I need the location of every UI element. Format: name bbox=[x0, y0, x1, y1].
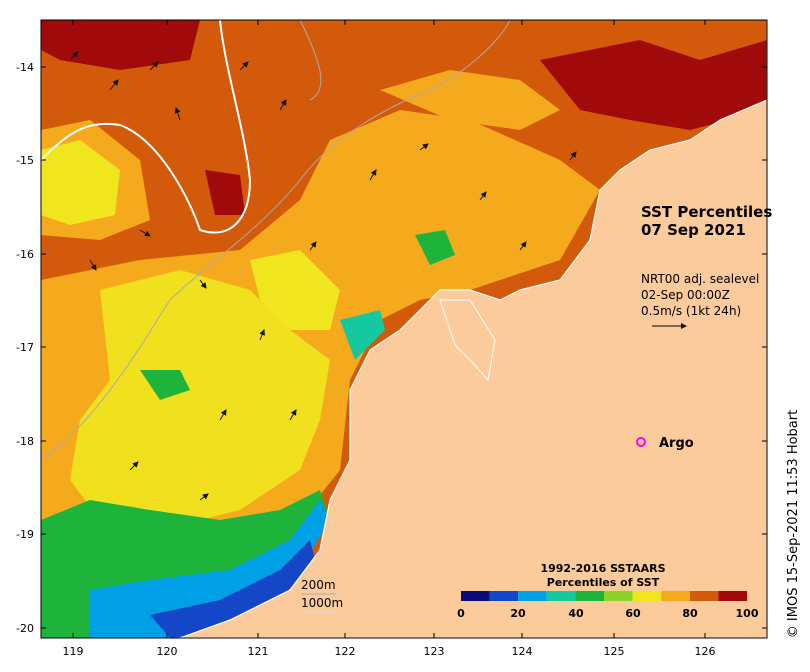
map-plot-area bbox=[41, 20, 767, 638]
hot-patch-nw bbox=[41, 20, 200, 70]
current-vectors bbox=[69, 51, 577, 501]
colorbar-tick-label: 20 bbox=[510, 607, 526, 620]
depth-contour-islands bbox=[299, 20, 322, 101]
current-arrow bbox=[239, 61, 249, 71]
current-arrow bbox=[369, 169, 377, 181]
coastal-blue-band bbox=[90, 500, 330, 638]
sealevel-time: 02-Sep 00:00Z bbox=[641, 288, 730, 302]
colorbar bbox=[461, 591, 747, 601]
argo-float-marker bbox=[636, 437, 646, 447]
lat-tick-label: -15 bbox=[16, 154, 34, 167]
lat-tick-label: -17 bbox=[16, 341, 34, 354]
current-arrow bbox=[419, 143, 429, 151]
colorbar-swatch bbox=[718, 591, 747, 601]
colorbar-title: 1992-2016 SSTAARS bbox=[540, 562, 665, 575]
current-arrow bbox=[259, 329, 265, 341]
lon-tick-label: 122 bbox=[335, 645, 356, 658]
map-date: 07 Sep 2021 bbox=[641, 221, 746, 239]
green-patch-north bbox=[415, 230, 455, 265]
colorbar-tick-label: 0 bbox=[457, 607, 465, 620]
colorbar-tick-label: 100 bbox=[736, 607, 759, 620]
lon-tick-label: 124 bbox=[512, 645, 533, 658]
colorbar-tick-label: 60 bbox=[625, 607, 641, 620]
colorbar-swatch bbox=[689, 591, 719, 601]
mid-band-north bbox=[380, 70, 560, 130]
green-eddy bbox=[140, 370, 190, 400]
current-arrow bbox=[519, 241, 527, 251]
current-arrow bbox=[479, 191, 487, 201]
lat-tick-label: -14 bbox=[16, 61, 34, 74]
lon-tick-label: 126 bbox=[695, 645, 716, 658]
teal-patch bbox=[340, 310, 385, 360]
lon-tick-label: 123 bbox=[424, 645, 445, 658]
colorbar-swatch bbox=[575, 591, 604, 601]
colorbar-swatch bbox=[461, 591, 490, 601]
colorbar-swatch bbox=[632, 591, 662, 601]
current-arrow bbox=[199, 493, 209, 501]
lon-tick-label: 125 bbox=[604, 645, 625, 658]
lat-tick-label: -16 bbox=[16, 248, 34, 261]
sealevel-contour bbox=[41, 20, 252, 234]
colorbar-subtitle: Percentiles of SST bbox=[547, 576, 660, 589]
lon-tick-label: 120 bbox=[157, 645, 178, 658]
lat-tick-label: -18 bbox=[16, 435, 34, 448]
lat-tick-label: -20 bbox=[16, 622, 34, 635]
hot-patch-ne bbox=[540, 40, 767, 130]
colorbar-tick-label: 80 bbox=[682, 607, 698, 620]
colorbar-swatch bbox=[518, 591, 547, 601]
colorbar-tick-label: 40 bbox=[568, 607, 584, 620]
current-arrow bbox=[109, 79, 119, 91]
current-arrow bbox=[219, 409, 227, 421]
hot-patch-small bbox=[205, 170, 245, 215]
lat-tick-label: -19 bbox=[16, 528, 34, 541]
current-arrow bbox=[149, 61, 159, 71]
depth-contour-200 bbox=[41, 20, 511, 461]
map-title: SST Percentiles bbox=[641, 203, 772, 221]
lon-ticks bbox=[72, 20, 706, 638]
argo-label: Argo bbox=[659, 436, 694, 451]
lat-ticks bbox=[41, 66, 767, 629]
current-arrow bbox=[174, 107, 181, 121]
cool-patch-center bbox=[250, 250, 340, 330]
colorbar-swatch bbox=[546, 591, 576, 601]
cool-patch-nw bbox=[41, 140, 120, 225]
coastal-deep-blue bbox=[150, 540, 315, 638]
lon-axis: 119 120 121 122 123 124 125 126 bbox=[63, 645, 716, 658]
lon-tick-label: 121 bbox=[248, 645, 269, 658]
imos-credit: © IMOS 15-Sep-2021 11:53 Hobart bbox=[786, 410, 801, 638]
colorbar-swatch bbox=[661, 591, 690, 601]
current-arrow bbox=[89, 259, 97, 271]
current-arrow bbox=[279, 99, 287, 111]
current-arrow bbox=[129, 461, 139, 471]
current-arrow bbox=[569, 151, 577, 161]
current-arrow bbox=[139, 229, 151, 237]
current-arrow bbox=[289, 409, 297, 421]
depth-label-1000: 1000m bbox=[301, 596, 343, 610]
current-arrow bbox=[309, 241, 317, 251]
depth-label-200: 200m bbox=[301, 578, 336, 592]
land-peninsula bbox=[439, 299, 496, 382]
sealevel-scale: 0.5m/s (1kt 24h) bbox=[641, 304, 741, 318]
lon-tick-label: 119 bbox=[63, 645, 84, 658]
sealevel-label: NRT00 adj. sealevel bbox=[641, 272, 759, 286]
plot-frame bbox=[40, 19, 768, 639]
colorbar-ticks: 0 20 40 60 80 100 bbox=[457, 607, 759, 620]
colorbar-swatch bbox=[489, 591, 519, 601]
current-arrow bbox=[69, 51, 79, 61]
lat-axis: -14 -15 -16 -17 -18 -19 -20 bbox=[16, 61, 34, 635]
colorbar-swatch bbox=[604, 591, 633, 601]
current-arrow bbox=[199, 279, 207, 289]
